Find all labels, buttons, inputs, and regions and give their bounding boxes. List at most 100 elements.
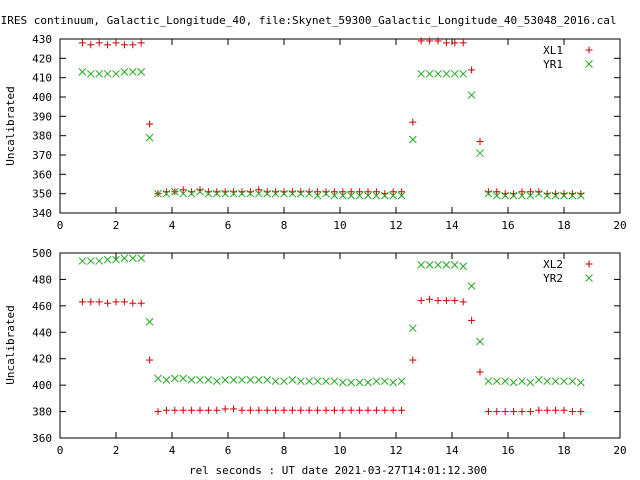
data-point — [305, 406, 313, 414]
data-point-d2 — [154, 189, 162, 198]
legend-marker — [585, 60, 593, 68]
data-point — [112, 255, 120, 264]
data-point — [347, 378, 356, 387]
x-tick-label: 16 — [501, 444, 514, 457]
data-point — [314, 406, 322, 414]
data-point — [356, 406, 364, 414]
data-point — [296, 377, 305, 386]
data-point — [246, 406, 254, 414]
data-point — [322, 406, 330, 414]
data-point — [476, 149, 484, 157]
data-point — [526, 191, 535, 200]
data-point-d2 — [492, 191, 501, 200]
x-tick-label: 10 — [333, 444, 346, 457]
data-point-d2 — [145, 317, 154, 326]
chart-panel-2: 0 2 4 6 8 10 12 14 16 18 20 360 380 400 420 440 460 480 50… — [4, 247, 627, 457]
x-tick-label: 20 — [613, 219, 626, 232]
data-point-d2 — [103, 255, 112, 264]
data-point — [263, 376, 272, 384]
data-point — [313, 191, 322, 200]
data-point — [451, 297, 459, 305]
data-point-d2 — [204, 376, 213, 384]
data-point-d2 — [355, 378, 364, 387]
x-tick-label: 16 — [501, 219, 514, 232]
data-point-d2 — [338, 378, 347, 387]
data-point — [154, 189, 162, 198]
data-point-d2 — [78, 68, 87, 76]
data-point — [246, 189, 255, 198]
data-point — [492, 377, 501, 386]
x-tick-label: 18 — [557, 219, 570, 232]
data-point-d2 — [128, 254, 137, 263]
data-point — [389, 406, 397, 414]
data-point — [280, 406, 288, 414]
data-point — [501, 191, 510, 200]
data-point — [221, 376, 230, 384]
data-point — [112, 39, 120, 47]
data-point — [408, 135, 417, 144]
data-point-d2 — [355, 191, 364, 200]
data-point-d2 — [246, 376, 255, 384]
data-point — [87, 298, 95, 306]
data-point — [196, 376, 204, 384]
data-point — [526, 378, 535, 387]
data-point — [364, 188, 372, 196]
data-point-d2 — [305, 189, 314, 198]
y-tick-label: 350 — [32, 188, 52, 201]
data-point — [492, 191, 501, 200]
data-point — [280, 377, 288, 386]
data-point — [86, 257, 95, 265]
data-point — [271, 189, 280, 198]
y-tick-label: 430 — [32, 33, 52, 46]
data-point — [526, 188, 534, 196]
data-point-d2 — [263, 189, 272, 198]
data-point — [364, 378, 372, 387]
data-point-d2 — [330, 377, 339, 386]
data-point-d2 — [95, 257, 104, 265]
data-point — [288, 406, 296, 414]
data-point — [162, 189, 171, 198]
data-point-d2 — [459, 262, 468, 271]
x-tick-label: 20 — [613, 444, 626, 457]
data-point-d2 — [296, 377, 305, 386]
data-point-d2 — [450, 69, 459, 78]
data-point — [476, 368, 484, 376]
data-point — [509, 191, 518, 200]
data-point — [95, 298, 103, 306]
series-xl1 — [78, 37, 585, 198]
data-point-d2 — [212, 189, 221, 198]
data-point — [162, 376, 171, 384]
data-point — [364, 191, 372, 200]
data-point — [272, 406, 280, 414]
x-tick-label: 10 — [333, 219, 346, 232]
y-tick-label: 460 — [32, 300, 52, 313]
chart-title: NIRES continuum, Galactic_Longitude_40, … — [0, 14, 617, 27]
data-point-d2 — [417, 261, 426, 269]
y-tick-label: 500 — [32, 247, 52, 260]
data-point-d2 — [434, 69, 442, 78]
data-point — [128, 68, 137, 76]
data-point — [120, 298, 128, 306]
legend-label: YR1 — [543, 58, 563, 71]
data-point-d2 — [534, 189, 543, 198]
data-point — [535, 406, 543, 414]
data-point-d2 — [380, 191, 389, 200]
data-point — [196, 187, 204, 196]
data-point — [137, 39, 145, 47]
data-point-d2 — [179, 189, 188, 198]
data-point-d2 — [509, 191, 518, 200]
data-point — [254, 189, 263, 198]
data-point-d2 — [408, 135, 417, 144]
series-yr1 — [78, 68, 585, 200]
data-point-d2 — [280, 189, 288, 198]
data-point — [397, 377, 406, 386]
data-point-d2 — [501, 377, 510, 386]
data-point — [551, 191, 560, 200]
data-point-d2 — [372, 377, 381, 386]
data-point-d2 — [442, 261, 451, 269]
data-point-d2 — [408, 324, 417, 333]
data-point — [356, 188, 364, 196]
data-point — [238, 406, 246, 414]
data-point-d2 — [372, 191, 381, 200]
